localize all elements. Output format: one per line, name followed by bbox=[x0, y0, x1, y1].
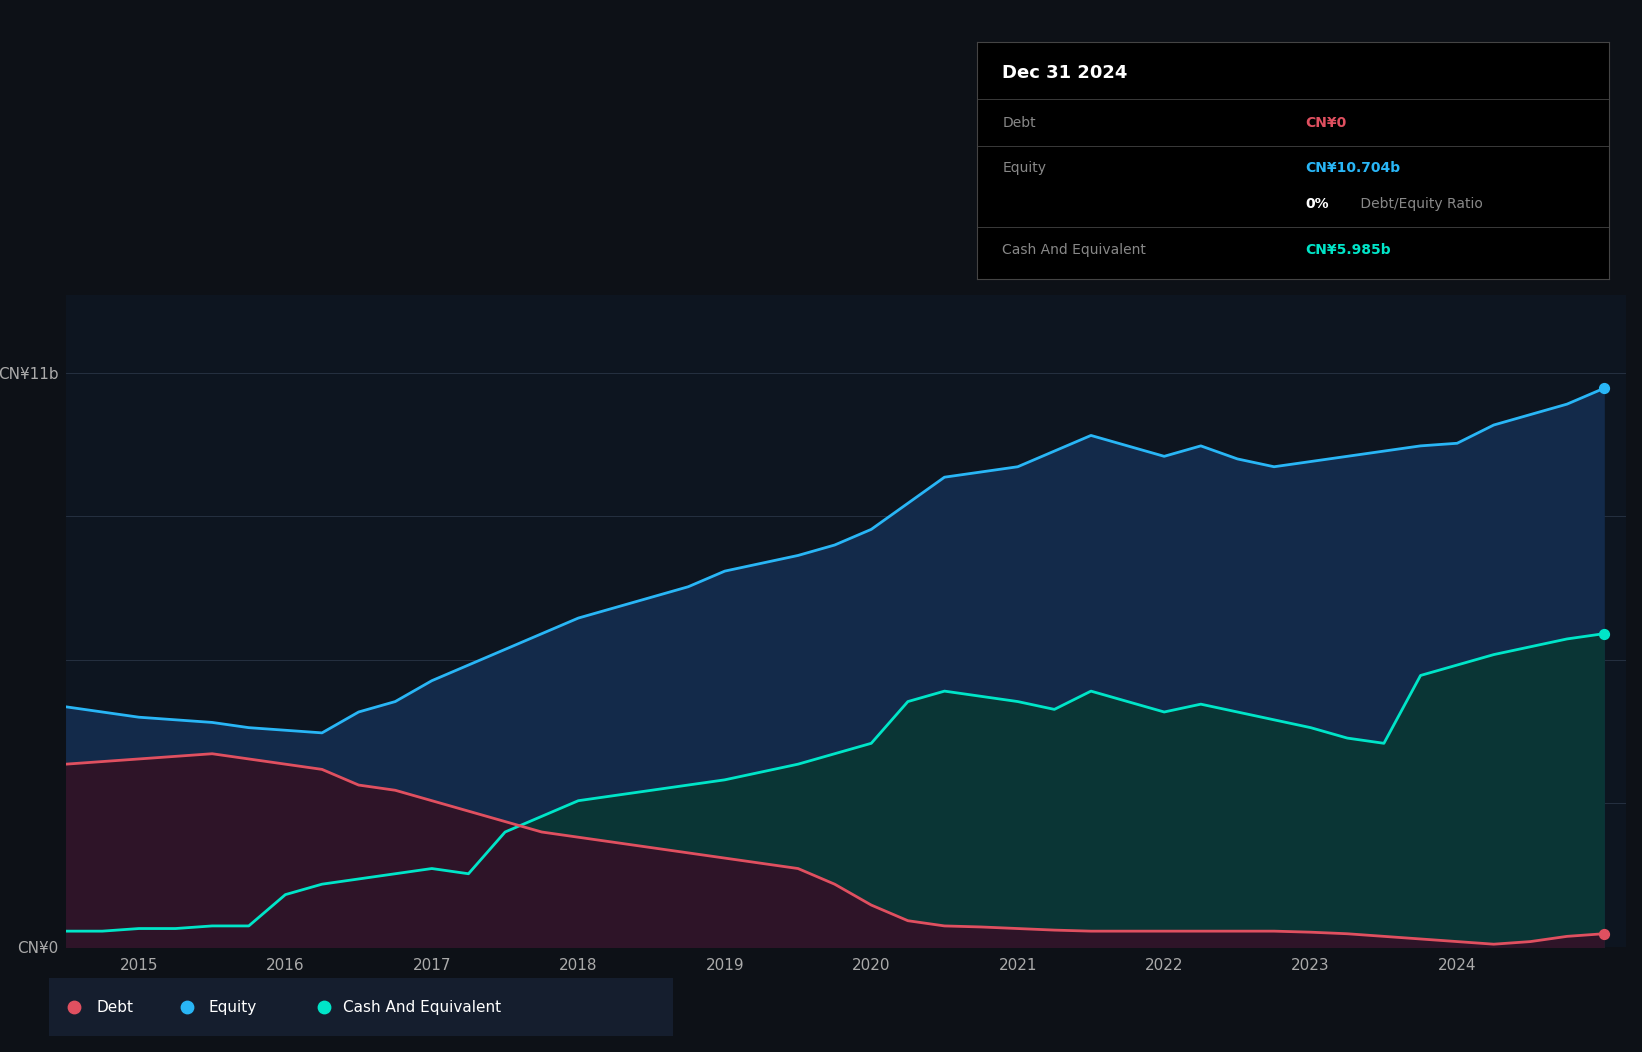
Text: Equity: Equity bbox=[1002, 161, 1046, 175]
Text: Debt/Equity Ratio: Debt/Equity Ratio bbox=[1356, 197, 1483, 211]
Text: CN¥5.985b: CN¥5.985b bbox=[1305, 243, 1391, 258]
Text: Equity: Equity bbox=[209, 999, 256, 1015]
Text: Dec 31 2024: Dec 31 2024 bbox=[1002, 64, 1128, 82]
Text: Debt: Debt bbox=[1002, 116, 1036, 129]
Text: CN¥0: CN¥0 bbox=[1305, 116, 1346, 129]
Point bbox=[61, 999, 87, 1016]
Text: CN¥10.704b: CN¥10.704b bbox=[1305, 161, 1401, 175]
Point bbox=[1591, 380, 1617, 397]
Point bbox=[1591, 926, 1617, 943]
Point bbox=[1591, 625, 1617, 642]
Text: Debt: Debt bbox=[95, 999, 133, 1015]
Text: 0%: 0% bbox=[1305, 197, 1330, 211]
Point bbox=[310, 999, 337, 1016]
Text: Cash And Equivalent: Cash And Equivalent bbox=[343, 999, 501, 1015]
Text: Cash And Equivalent: Cash And Equivalent bbox=[1002, 243, 1146, 258]
Point bbox=[174, 999, 200, 1016]
